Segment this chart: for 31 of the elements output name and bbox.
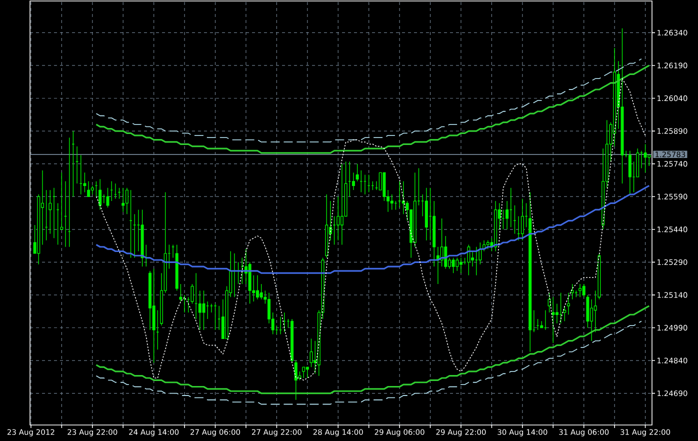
candlestick xyxy=(202,290,206,330)
candlestick xyxy=(336,196,340,241)
candlestick xyxy=(424,188,428,241)
candlestick xyxy=(628,150,632,195)
candlestick xyxy=(125,188,128,214)
candlestick xyxy=(578,284,582,298)
candlestick xyxy=(98,178,102,210)
candlestick xyxy=(590,298,594,342)
candlestick xyxy=(555,303,558,324)
candlestick xyxy=(432,200,436,267)
candlestick xyxy=(413,172,416,248)
candlestick xyxy=(48,190,52,234)
candlestick xyxy=(620,28,624,184)
candlestick xyxy=(613,48,616,147)
candlestick xyxy=(256,274,259,300)
candlestick xyxy=(152,268,156,364)
candlestick xyxy=(402,180,405,214)
candlestick xyxy=(528,192,532,352)
candlestick xyxy=(520,198,524,241)
candlestick xyxy=(471,250,474,267)
candlestick xyxy=(340,163,344,246)
candlestick xyxy=(494,200,498,252)
candlestick xyxy=(566,292,570,315)
candlestick xyxy=(459,257,462,274)
candlestick xyxy=(198,290,202,330)
candlestick xyxy=(594,290,597,332)
candlestick xyxy=(506,200,509,230)
candlestick xyxy=(602,148,605,230)
candlestick xyxy=(352,172,355,190)
candlestick xyxy=(148,270,152,330)
candlestick xyxy=(552,296,555,344)
